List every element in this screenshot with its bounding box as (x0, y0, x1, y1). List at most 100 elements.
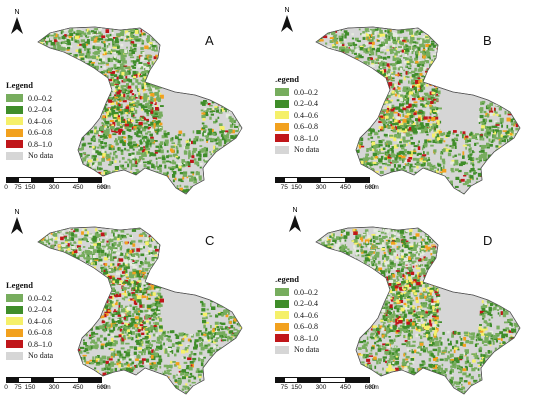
scale-segment (18, 378, 31, 382)
north-arrow: N (278, 4, 296, 39)
map-panel-a: N A Legend 0.0–0.2 0.2–0.4 0.4–0.6 0.6–0.8 0… (0, 0, 275, 200)
legend-title: Legend (6, 80, 33, 90)
scale-tick-label: 0 (4, 384, 8, 391)
legend-item: 0.8–1.0 (6, 339, 53, 349)
scale-tick-label: 450 (340, 384, 351, 391)
legend-label: 0.2–0.4 (28, 305, 52, 314)
legend-swatch (275, 134, 289, 142)
legend-item: 0.0–0.2 (6, 293, 53, 303)
north-arrow: N (286, 204, 304, 239)
legend-label: 0.0–0.2 (28, 93, 52, 103)
legend-label: 0.6–0.8 (294, 122, 318, 131)
north-arrow-icon: N (11, 209, 23, 234)
legend-label: 0.4–0.6 (294, 310, 318, 320)
scale-tick-label: 75 (280, 184, 288, 191)
scale-segment (345, 378, 369, 382)
scale-segment (54, 378, 78, 382)
legend-label: No data (28, 351, 54, 360)
legend-item: 0.0–0.2 (275, 87, 319, 97)
legend-item: 0.4–0.6 (275, 310, 319, 320)
legend-label: 0.0–0.2 (28, 293, 52, 303)
region-map (37, 26, 243, 195)
legend-swatch (6, 351, 23, 360)
map-layer (37, 226, 243, 395)
scale-tick-label: 75 (14, 384, 22, 391)
scale-bar-graphic (6, 377, 102, 383)
legend-item: No data (6, 151, 53, 161)
legend-rows: 0.0–0.2 0.2–0.4 0.4–0.6 0.6–0.8 0.8–1.0 No da… (275, 287, 319, 355)
legend-rows: 0.0–0.2 0.2–0.4 0.4–0.6 0.6–0.8 0.8–1.0 No da… (6, 93, 53, 161)
legend-swatch (6, 128, 23, 137)
legend-swatch (6, 151, 23, 160)
legend-item: 0.8–1.0 (6, 139, 53, 149)
legend-swatch (6, 317, 23, 325)
scale-tick-label: 450 (340, 184, 351, 191)
map-layer (37, 26, 243, 195)
legend-item: 0.2–0.4 (6, 305, 53, 315)
legend-swatch (275, 311, 289, 319)
scale-segment (345, 178, 369, 182)
scale-segment (54, 178, 78, 182)
north-label: N (14, 9, 19, 16)
scale-tick-label: 600 (96, 184, 108, 191)
map-panel-b: N B Legend 0.0–0.20.2–0.40.4–0.60.6–0.80… (275, 0, 550, 200)
legend-item: 0.6–0.8 (6, 128, 53, 138)
legend-label: 0.2–0.4 (28, 105, 52, 114)
legend-swatch (275, 99, 289, 108)
scale-segment (7, 178, 19, 182)
scale-segment (7, 378, 19, 382)
panel-letter: A (205, 33, 214, 48)
map-panel-c: N C Legend 0.0–0.2 0.2–0.4 0.4–0.6 0.6–0.8 0… (0, 200, 275, 400)
scale-tick-label: 600 (364, 184, 376, 191)
legend-title: Legend (6, 280, 33, 290)
scale-tick-label: 300 (315, 184, 327, 191)
north-label: N (284, 7, 289, 14)
scale-tick-label: 75 (280, 384, 288, 391)
scale-tick-label: 150 (291, 384, 302, 391)
legend-swatch (6, 140, 23, 148)
north-arrow: N (8, 6, 26, 41)
legend-label: 0.6–0.8 (28, 328, 52, 337)
scale-segment (321, 178, 345, 182)
legend-swatch (6, 305, 23, 314)
map-panel-d: N D Legend 0.0–0.20.2–0.40.4–0.60.6–0.80… (275, 200, 550, 400)
legend-swatch (6, 105, 23, 114)
legend-item: No data (6, 351, 53, 361)
scale-tick-label: 600 (364, 384, 376, 391)
scale-bar-graphic (275, 377, 370, 383)
legend-rows: 0.0–0.2 0.2–0.4 0.4–0.6 0.6–0.8 0.8–1.0 No da… (6, 293, 53, 361)
legend-item: 0.0–0.2 (6, 93, 53, 103)
map-layer (315, 226, 521, 395)
scale-segment (18, 178, 31, 182)
region-map (37, 226, 243, 395)
legend-item: 0.4–0.6 (6, 116, 53, 126)
legend-swatch (275, 145, 289, 154)
legend-item: No data (275, 145, 319, 155)
legend-item: 0.6–0.8 (6, 328, 53, 338)
legend-title: Legend (275, 274, 299, 284)
legend-item: 0.2–0.4 (275, 99, 319, 109)
scale-unit: Km (369, 184, 379, 191)
scale-tick-label: 300 (48, 384, 60, 391)
scale-tick-label: 450 (72, 384, 84, 391)
scale-segment (77, 178, 101, 182)
legend-label: 0.4–0.6 (28, 116, 52, 126)
legend-label: 0.0–0.2 (294, 87, 318, 97)
legend-label: 0.8–1.0 (28, 139, 52, 149)
legend-item: 0.8–1.0 (275, 133, 319, 143)
scale-tick-label: 300 (48, 184, 60, 191)
legend-title: Legend (275, 74, 299, 84)
scale-tick-label: 450 (72, 184, 84, 191)
north-label: N (292, 207, 297, 214)
legend-swatch (275, 122, 289, 131)
region-map (315, 226, 521, 395)
scale-segment (285, 378, 297, 382)
legend-label: 0.8–1.0 (28, 339, 52, 349)
north-label: N (14, 209, 19, 216)
legend-item: 0.4–0.6 (6, 316, 53, 326)
legend: Legend 0.0–0.2 0.2–0.4 0.4–0.6 0.6–0.8 0.8–1… (275, 74, 319, 156)
